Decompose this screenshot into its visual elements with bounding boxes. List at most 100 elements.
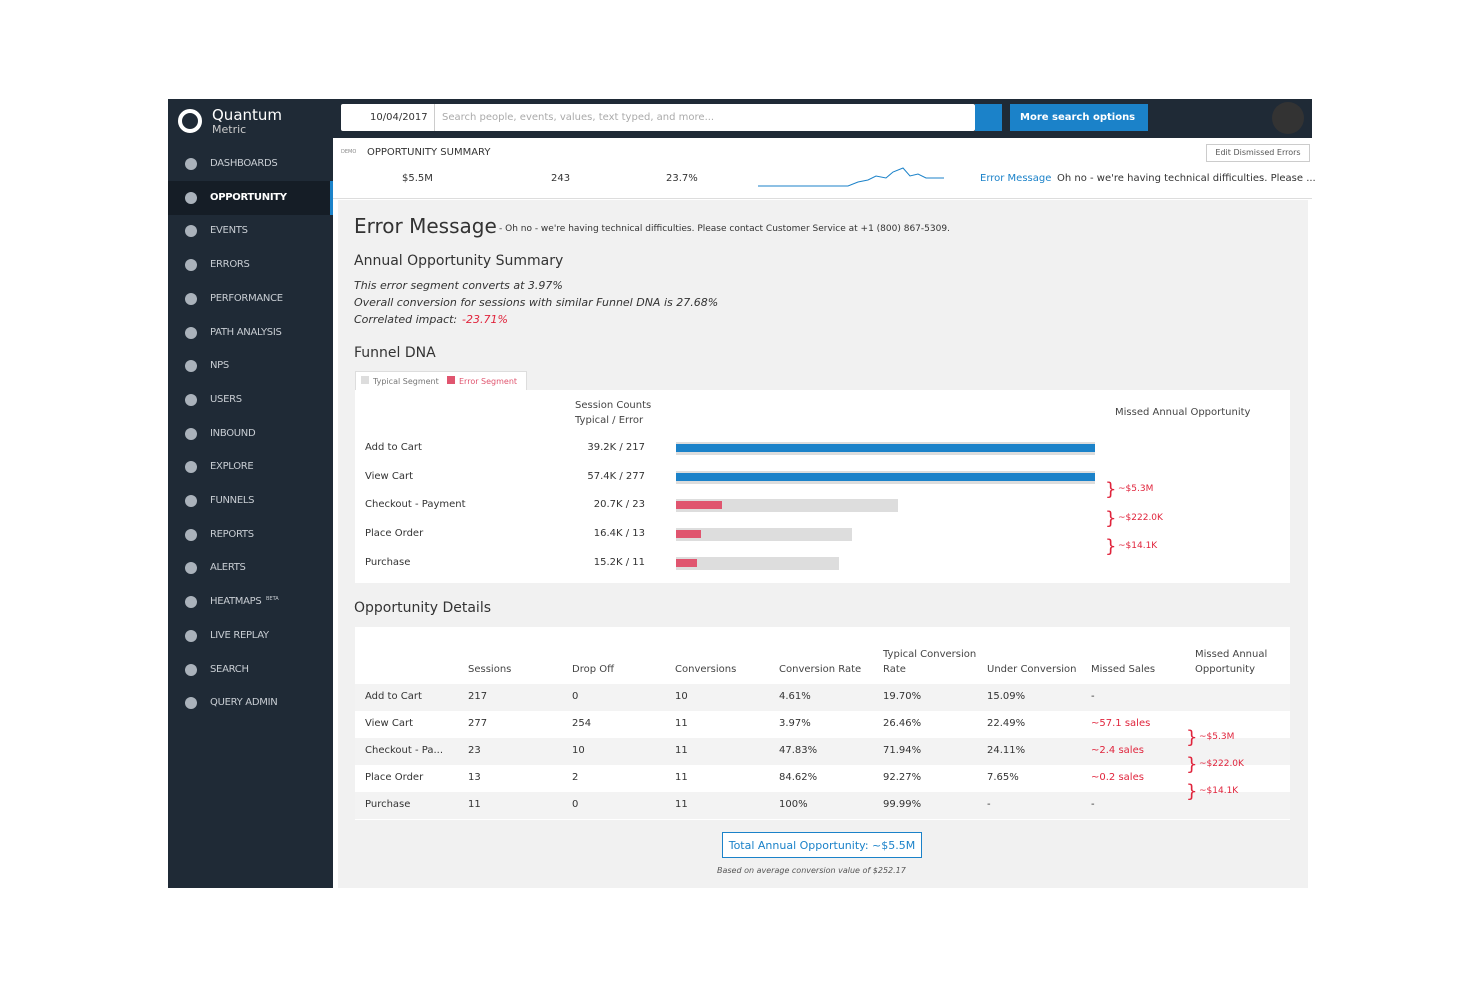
cell: 11 [675,799,688,810]
typical-bar [676,528,852,542]
error-bar [676,444,1095,452]
nav-item[interactable]: QUERY ADMIN [210,697,278,709]
impact-value: -23.71% [462,313,508,326]
sparkline [758,167,944,187]
search-box[interactable] [341,104,975,131]
error-bar [676,501,723,510]
col-head: Session Counts [575,400,652,411]
nav-icon [185,596,197,609]
row-bg [355,792,1290,819]
cell: - [987,799,991,810]
funnel-panel [355,390,1290,583]
total-button[interactable]: Total Annual Opportunity: ~$5.5M [722,832,922,858]
column-header: Conversion Rate [779,664,862,675]
cell: Purchase [365,799,411,810]
nav-icon [185,461,197,474]
nav-item[interactable]: USERS [210,393,242,405]
nav-icon [185,326,197,339]
nav-icon [185,360,197,373]
stat: 23.7% [666,173,698,184]
legend-label: Error Segment [459,377,518,386]
nav-item[interactable]: NPS [210,360,229,372]
nav-item[interactable]: ERRORS [210,259,250,271]
cell: 4.61% [779,691,811,702]
step: Place Order [365,528,424,540]
step: Add to Cart [365,442,422,453]
missed: ~$14.1K [1199,786,1239,796]
nav-item[interactable]: EXPLORE [210,461,254,473]
cell: 47.83% [779,745,818,756]
nav-item[interactable]: DASHBOARDS [210,158,278,169]
annual-line: Overall conversion for sessions with sim… [354,296,719,309]
detail-subtitle: - Oh no - we're having technical difficu… [499,224,950,234]
cell: ~57.1 sales [1091,718,1151,729]
typical-bar [676,499,899,513]
nav-item[interactable]: HEATMAPS [210,596,262,608]
stat: 243 [551,173,571,184]
impact-label: Correlated impact: [354,313,458,326]
nav-item[interactable]: FUNNELS [210,495,255,506]
avatar[interactable] [1272,102,1304,134]
nav-item[interactable]: EVENTS [210,225,248,237]
cell: - [1091,691,1095,702]
column-header: Sessions [468,664,512,675]
step: View Cart [365,470,414,482]
row-bg [355,738,1290,765]
cell: 11 [675,745,688,756]
missed: ~$14.1K [1118,541,1158,551]
nav-item[interactable]: PERFORMANCE [210,292,283,304]
cell: 92.27% [883,772,922,783]
cell: 19.70% [883,691,922,702]
nav-item[interactable]: REPORTS [210,528,254,540]
counts: 16.4K / 13 [593,528,645,540]
search-button[interactable] [975,104,1002,131]
nav-item[interactable]: OPPORTUNITY [210,191,287,203]
cell: - [1091,799,1095,810]
nav-item[interactable]: SEARCH [210,663,249,675]
nav-icon [185,158,197,170]
missed: ~$222.0K [1199,759,1244,769]
nav-item[interactable]: INBOUND [210,427,256,439]
stat: $5.5M [402,173,433,184]
summary-strip [333,138,1312,199]
brace: } [1105,507,1117,529]
cell: 26.46% [883,718,922,729]
cell: 11 [675,718,688,729]
nav-item[interactable]: PATH ANALYSIS [210,326,282,338]
more-options[interactable]: More search options [1010,104,1148,131]
nav-icon [185,191,197,204]
col-head: Missed Annual Opportunity [1115,407,1251,418]
sidebar [168,99,333,888]
nav-icon [185,528,197,541]
cell: 23 [468,745,481,756]
cell: ~2.4 sales [1091,745,1144,756]
error-link[interactable]: Error Message [980,173,1052,184]
cell: ~0.2 sales [1091,772,1144,783]
cell: 7.65% [987,772,1019,783]
cell: View Cart [365,718,414,729]
nav-icon [185,562,197,575]
nav-icon [185,663,197,676]
row-bg [355,684,1290,711]
brand-sub: Metric [212,123,247,136]
date[interactable]: 10/04/2017 [370,112,428,123]
cell: 10 [572,745,585,756]
placeholder[interactable]: Search people, events, values, text type… [442,112,715,123]
brace: } [1186,727,1198,748]
edit-button[interactable]: Edit Dismissed Errors [1206,144,1310,162]
column-header: Missed Sales [1091,664,1156,675]
cell: 13 [468,772,481,783]
cell: 71.94% [883,745,922,756]
typical-bar [676,556,840,570]
cell: 254 [572,718,592,729]
cell: 0 [572,691,579,702]
column-header: Missed Annual Opportunity [1195,649,1268,675]
cell: 11 [468,799,481,810]
nav-item[interactable]: ALERTS [210,562,246,574]
counts: 15.2K / 11 [593,556,645,568]
brand: Quantum [212,106,283,124]
nav-icon [185,393,197,406]
nav-item[interactable]: LIVE REPLAY [210,629,269,641]
error-message: Oh no - we're having technical difficult… [1057,173,1316,184]
step: Checkout - Payment [365,499,466,511]
